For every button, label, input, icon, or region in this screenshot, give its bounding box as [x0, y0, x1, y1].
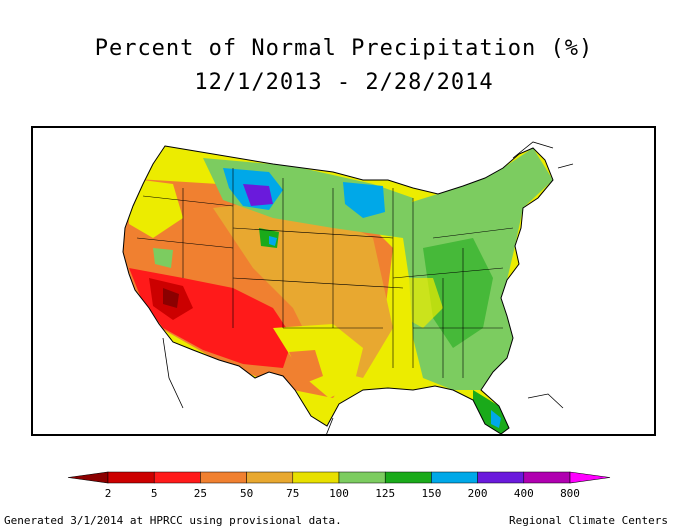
map-date-range: 12/1/2013 - 2/28/2014 — [194, 70, 494, 95]
legend-arrow-high — [569, 471, 611, 484]
generated-note: Generated 3/1/2014 at HPRCC using provis… — [4, 514, 342, 527]
legend-arrow-low — [67, 471, 109, 484]
precipitation-map — [122, 141, 574, 434]
legend-tick-label: 100 — [329, 487, 349, 500]
legend-swatch — [107, 471, 155, 484]
legend-swatch — [153, 471, 201, 484]
legend-tick-label: 5 — [151, 487, 158, 500]
legend-tick-label: 400 — [514, 487, 534, 500]
legend-swatch — [338, 471, 386, 484]
legend-swatch — [200, 471, 247, 484]
legend-tick-label: 2 — [105, 487, 112, 500]
legend-tick-label: 25 — [194, 487, 207, 500]
source-credit: Regional Climate Centers — [509, 514, 668, 527]
color-legend: 2 5 25 50 75 100 125 150 200 400 800 — [67, 471, 611, 500]
legend-swatch — [431, 471, 478, 484]
legend-tick-label: 150 — [421, 487, 441, 500]
legend-swatch — [292, 471, 340, 484]
legend-tick-label: 800 — [560, 487, 580, 500]
legend-swatch — [384, 471, 432, 484]
legend-swatch — [246, 471, 294, 484]
legend-tick-label: 75 — [286, 487, 299, 500]
legend-tick-label: 200 — [468, 487, 488, 500]
map-frame — [31, 126, 656, 436]
map-title: Percent of Normal Precipitation (%) — [94, 36, 594, 61]
legend-tick-label: 125 — [375, 487, 395, 500]
legend-swatch — [523, 471, 571, 484]
legend-swatch — [477, 471, 525, 484]
legend-tick-label: 50 — [240, 487, 253, 500]
